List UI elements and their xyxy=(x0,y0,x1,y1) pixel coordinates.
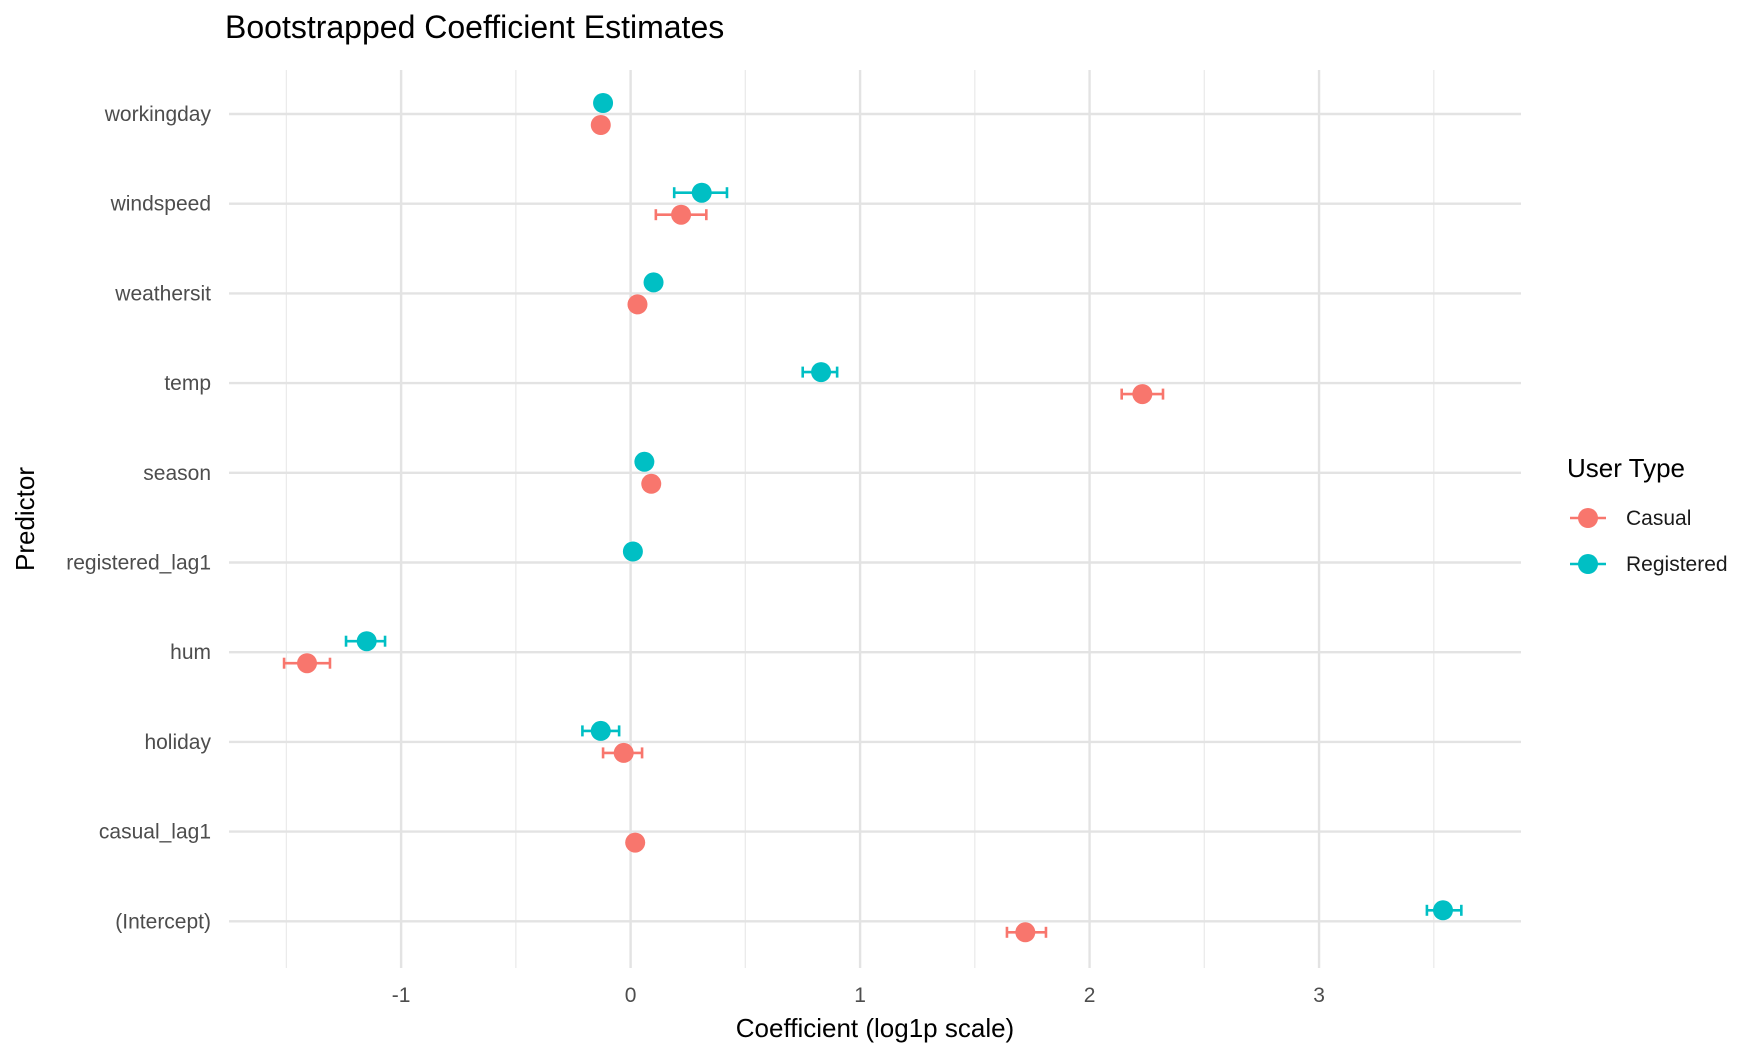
y-tick-label: registered_lag1 xyxy=(66,552,211,575)
y-axis-title: Predictor xyxy=(10,467,40,571)
legend-key-point xyxy=(1578,508,1598,528)
chart-title: Bootstrapped Coefficient Estimates xyxy=(225,9,724,45)
y-tick-label: temp xyxy=(164,372,211,395)
legend-label: Registered xyxy=(1626,553,1728,576)
data-point xyxy=(641,473,662,494)
data-point xyxy=(622,541,643,562)
data-point xyxy=(613,742,634,763)
legend-label: Casual xyxy=(1626,507,1691,530)
data-point xyxy=(1132,384,1153,405)
y-tick-label: (Intercept) xyxy=(115,910,211,933)
data-point xyxy=(590,720,611,741)
x-tick-label: -1 xyxy=(392,984,411,1007)
data-point xyxy=(625,832,646,853)
data-marks xyxy=(282,93,1463,943)
series-casual xyxy=(282,115,1165,943)
x-tick-label: 0 xyxy=(625,984,637,1007)
series-registered xyxy=(344,93,1463,921)
y-tick-label: season xyxy=(143,462,211,485)
legend: User Type Casual Registered xyxy=(1567,453,1728,576)
x-axis-title: Coefficient (log1p scale) xyxy=(736,1013,1014,1043)
data-point xyxy=(671,204,692,225)
x-tick-label: 1 xyxy=(854,984,866,1007)
legend-title: User Type xyxy=(1567,453,1685,483)
data-point xyxy=(643,272,664,293)
data-point xyxy=(811,362,832,383)
y-tick-label: casual_lag1 xyxy=(99,821,211,844)
y-tick-label: workingday xyxy=(104,103,212,126)
x-tick-label: 3 xyxy=(1313,984,1325,1007)
y-tick-label: windspeed xyxy=(110,193,211,216)
y-tick-label: holiday xyxy=(144,731,211,754)
data-point xyxy=(634,451,655,472)
data-point xyxy=(1432,900,1453,921)
legend-key-point xyxy=(1578,554,1598,574)
data-point xyxy=(590,115,611,135)
data-point xyxy=(297,653,318,674)
data-point xyxy=(691,182,712,203)
data-point xyxy=(593,93,614,113)
grid-lines xyxy=(229,70,1521,968)
data-point xyxy=(1015,922,1036,943)
data-point xyxy=(356,631,377,652)
y-tick-label: weathersit xyxy=(114,282,211,305)
axis-labels: -1 0 1 2 3 workingday windspeed weathersit temp s… xyxy=(66,103,1325,1007)
data-point xyxy=(627,294,648,315)
x-tick-label: 2 xyxy=(1084,984,1096,1007)
y-tick-label: hum xyxy=(170,641,211,664)
